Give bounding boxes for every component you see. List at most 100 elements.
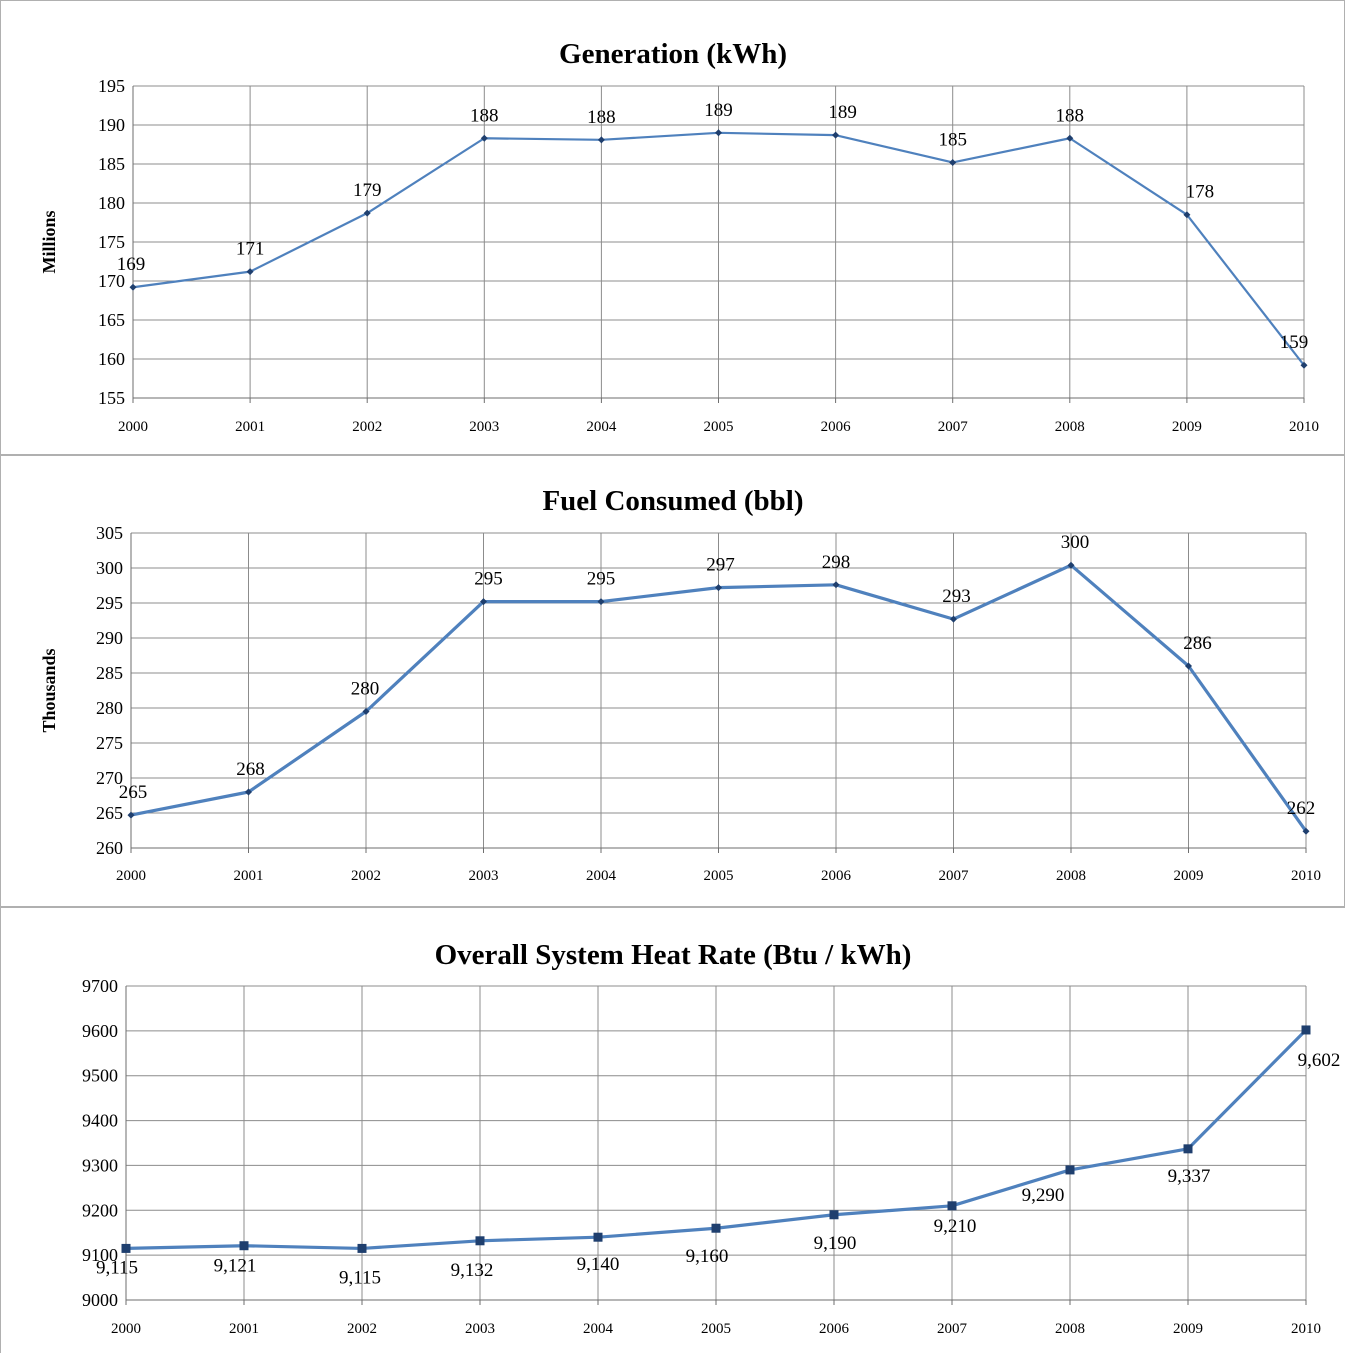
- data-point: [1185, 662, 1192, 670]
- fuel-consumed-chart: Fuel Consumed (bbl)Thousands260265270275…: [39, 485, 1321, 884]
- data-label: 189: [828, 102, 857, 123]
- x-tick-label: 2002: [347, 1321, 377, 1337]
- heat-rate-chart: Overall System Heat Rate (Btu / kWh) 9000…: [82, 939, 1340, 1337]
- y-tick-label: 275: [96, 733, 123, 753]
- y-tick-label: 165: [98, 310, 125, 330]
- data-label: 9,190: [814, 1233, 857, 1254]
- data-point: [1300, 361, 1308, 369]
- y-tick-label: 175: [98, 232, 125, 252]
- x-tick-label: 2002: [352, 419, 382, 435]
- x-tick-label: 2001: [234, 868, 264, 884]
- y-axis-label: Millions: [39, 210, 59, 273]
- data-point: [829, 1210, 839, 1220]
- x-tick-label: 2008: [1055, 1321, 1085, 1337]
- x-tick-label: 2004: [586, 868, 617, 884]
- x-tick-label: 2003: [465, 1321, 495, 1337]
- y-tick-label: 9000: [82, 1290, 118, 1310]
- data-label: 171: [236, 239, 265, 260]
- data-label: 9,337: [1168, 1166, 1211, 1187]
- data-label: 295: [474, 569, 503, 590]
- data-label: 169: [117, 254, 146, 275]
- y-tick-label: 270: [96, 768, 123, 788]
- data-point: [1065, 1165, 1075, 1175]
- data-point: [597, 136, 605, 144]
- data-label: 265: [119, 782, 148, 803]
- y-tick-label: 9700: [82, 976, 118, 996]
- data-label: 9,132: [451, 1260, 494, 1281]
- data-label: 300: [1061, 532, 1090, 553]
- data-label: 298: [822, 552, 851, 573]
- y-tick-label: 185: [98, 154, 125, 174]
- x-tick-label: 2005: [704, 868, 734, 884]
- data-label: 262: [1287, 798, 1316, 819]
- data-label: 188: [1056, 105, 1085, 126]
- data-point: [239, 1241, 249, 1251]
- x-tick-label: 2000: [118, 419, 148, 435]
- data-point: [357, 1243, 367, 1253]
- data-point: [1067, 561, 1075, 569]
- data-label: 189: [704, 100, 733, 121]
- data-point: [947, 1201, 957, 1211]
- data-point: [1183, 1144, 1193, 1154]
- data-label: 185: [938, 129, 967, 150]
- y-tick-label: 180: [98, 193, 125, 213]
- x-tick-label: 2002: [351, 868, 381, 884]
- data-point: [480, 134, 488, 142]
- y-axis-label: Thousands: [39, 648, 59, 732]
- data-label: 9,115: [339, 1267, 381, 1288]
- data-label: 188: [587, 107, 616, 128]
- data-label: 286: [1183, 633, 1212, 654]
- data-point: [121, 1243, 131, 1253]
- data-point: [245, 788, 252, 796]
- data-point: [362, 708, 370, 715]
- x-tick-label: 2008: [1055, 419, 1085, 435]
- data-point: [129, 283, 137, 291]
- x-tick-label: 2009: [1172, 419, 1202, 435]
- data-point: [597, 598, 605, 606]
- y-tick-label: 9200: [82, 1200, 118, 1220]
- heat-rate-chart-panel: Overall System Heat Rate (Btu / kWh) 9000…: [0, 907, 1345, 1353]
- generation-chart: Generation (kWh)Millions1551601651701751…: [39, 38, 1319, 435]
- chart-title: Overall System Heat Rate (Btu / kWh): [435, 939, 912, 971]
- x-tick-label: 2010: [1291, 1321, 1321, 1337]
- y-tick-label: 290: [96, 628, 123, 648]
- data-label: 9,121: [214, 1256, 257, 1277]
- data-point: [593, 1232, 603, 1242]
- data-label: 297: [706, 555, 735, 576]
- data-label: 9,115: [96, 1257, 138, 1278]
- data-label: 295: [587, 569, 616, 590]
- y-tick-label: 170: [98, 271, 125, 291]
- data-label: 9,290: [1022, 1185, 1065, 1206]
- x-tick-label: 2006: [821, 419, 852, 435]
- x-tick-label: 2004: [583, 1321, 614, 1337]
- x-tick-label: 2006: [819, 1321, 850, 1337]
- x-tick-label: 2010: [1289, 419, 1319, 435]
- data-label: 280: [351, 679, 380, 700]
- y-tick-label: 195: [98, 76, 125, 96]
- data-point: [1302, 827, 1310, 835]
- y-tick-label: 9100: [82, 1245, 118, 1265]
- y-tick-label: 300: [96, 558, 123, 578]
- x-tick-label: 2004: [586, 419, 617, 435]
- x-tick-label: 2009: [1174, 868, 1204, 884]
- data-label: 9,140: [577, 1254, 620, 1275]
- data-point: [1301, 1025, 1311, 1035]
- y-tick-label: 9400: [82, 1111, 118, 1131]
- data-point: [363, 209, 371, 217]
- x-tick-label: 2000: [111, 1321, 141, 1337]
- data-point: [711, 1223, 721, 1233]
- data-point: [715, 129, 722, 137]
- data-label: 159: [1280, 332, 1309, 353]
- data-label: 179: [353, 180, 382, 201]
- x-tick-label: 2003: [469, 868, 499, 884]
- x-tick-label: 2009: [1173, 1321, 1203, 1337]
- x-tick-label: 2005: [704, 419, 734, 435]
- x-tick-label: 2000: [116, 868, 146, 884]
- x-tick-label: 2007: [937, 1321, 968, 1337]
- y-tick-label: 9600: [82, 1021, 118, 1041]
- data-label: 293: [942, 586, 971, 607]
- y-tick-label: 160: [98, 349, 125, 369]
- y-tick-label: 190: [98, 115, 125, 135]
- x-tick-label: 2006: [821, 868, 852, 884]
- x-tick-label: 2010: [1291, 868, 1321, 884]
